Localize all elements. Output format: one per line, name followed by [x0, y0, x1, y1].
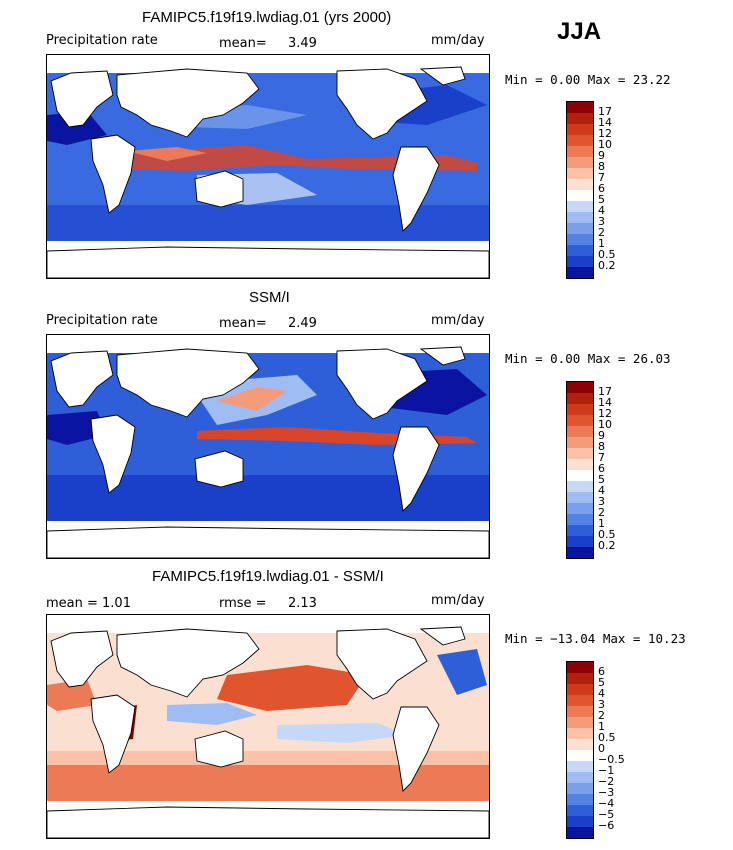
colorbar-tick-label: 0.2: [598, 259, 616, 272]
colorbar-tick-label: −0.5: [598, 753, 625, 766]
colorbar-tick-label: 5: [598, 473, 605, 486]
panel-3-units: mm/day: [431, 593, 485, 608]
panel-3-rmse-label: rmse =: [219, 596, 267, 611]
colorbar-tick-label: 8: [598, 160, 605, 173]
colorbar-tick-label: 17: [598, 385, 612, 398]
colorbar-tick-label: −4: [598, 797, 615, 810]
colorbar-tick-label: 3: [598, 495, 605, 508]
panel-3-map: [46, 614, 490, 839]
panel-2-colorbar: [566, 381, 594, 559]
panel-3-colorbar: [566, 661, 594, 839]
panel-1-units: mm/day: [431, 33, 485, 48]
colorbar-tick-label: 7: [598, 171, 605, 184]
panel-2-variable-label: Precipitation rate: [46, 313, 158, 328]
season-label: JJA: [557, 18, 602, 45]
panel-2-minmax: Min = 0.00 Max = 26.03: [505, 351, 671, 366]
panel-2-map: [46, 334, 490, 559]
panel-2-mean-label: mean=: [219, 316, 267, 331]
panel-2-title: SSM/I: [249, 289, 290, 306]
colorbar-tick-label: 3: [598, 215, 605, 228]
colorbar-tick-label: 1: [598, 237, 605, 250]
colorbar-tick-label: 5: [598, 193, 605, 206]
colorbar-tick-label: 2: [598, 709, 605, 722]
panel-2-mean-value: 2.49: [288, 316, 317, 331]
colorbar-tick-label: 3: [598, 698, 605, 711]
colorbar-tick-label: 5: [598, 676, 605, 689]
colorbar-tick-label: 8: [598, 440, 605, 453]
colorbar-tick-label: 2: [598, 226, 605, 239]
colorbar-tick-label: 12: [598, 407, 612, 420]
colorbar-tick-label: 0.5: [598, 528, 616, 541]
colorbar-tick-label: 4: [598, 204, 605, 217]
colorbar-tick-label: 12: [598, 127, 612, 140]
panel-1-mean-value: 3.49: [288, 36, 317, 51]
colorbar-tick-label: 0.5: [598, 731, 616, 744]
colorbar-tick-label: 14: [598, 396, 612, 409]
colorbar-tick-label: 6: [598, 665, 605, 678]
colorbar-tick-label: 9: [598, 429, 605, 442]
colorbar-tick-label: 10: [598, 418, 612, 431]
colorbar-tick-label: −2: [598, 775, 615, 788]
colorbar-tick-label: 0: [598, 742, 605, 755]
panel-3-rmse-value: 2.13: [288, 596, 317, 611]
panel-2-units: mm/day: [431, 313, 485, 328]
colorbar-tick-label: 10: [598, 138, 612, 151]
panel-3-mean-label: mean = 1.01: [46, 596, 131, 611]
colorbar-tick-label: 1: [598, 517, 605, 530]
panel-1-minmax: Min = 0.00 Max = 23.22: [505, 72, 671, 87]
colorbar-tick-label: −1: [598, 764, 615, 777]
colorbar-tick-label: −5: [598, 808, 615, 821]
panel-3-minmax: Min = −13.04 Max = 10.23: [505, 631, 686, 646]
colorbar-tick-label: 0.2: [598, 539, 616, 552]
colorbar-tick-label: 14: [598, 116, 612, 129]
colorbar-tick-label: 1: [598, 720, 605, 733]
panel-1-map: [46, 54, 490, 279]
panel-3-title: FAMIPC5.f19f19.lwdiag.01 - SSM/I: [152, 568, 384, 585]
colorbar-tick-label: 6: [598, 182, 605, 195]
colorbar-tick-label: 9: [598, 149, 605, 162]
panel-1-mean-label: mean=: [219, 36, 267, 51]
colorbar-tick-label: −6: [598, 819, 615, 832]
colorbar-tick-label: 7: [598, 451, 605, 464]
panel-1-variable-label: Precipitation rate: [46, 33, 158, 48]
colorbar-tick-label: 4: [598, 484, 605, 497]
colorbar-tick-label: −3: [598, 786, 615, 799]
colorbar-tick-label: 2: [598, 506, 605, 519]
panel-1-title: FAMIPC5.f19f19.lwdiag.01 (yrs 2000): [142, 9, 392, 26]
colorbar-tick-label: 0.5: [598, 248, 616, 261]
colorbar-tick-label: 4: [598, 687, 605, 700]
colorbar-tick-label: 6: [598, 462, 605, 475]
panel-1-colorbar: [566, 101, 594, 279]
colorbar-tick-label: 17: [598, 105, 612, 118]
